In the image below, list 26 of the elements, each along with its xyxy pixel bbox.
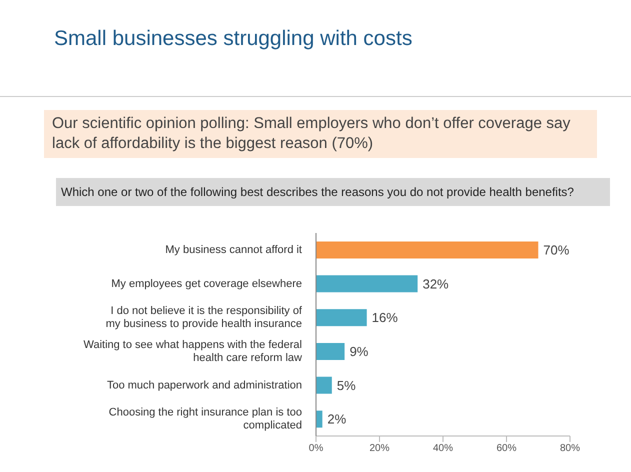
bar (316, 342, 345, 360)
x-tick-label: 20% (369, 443, 390, 454)
bar (316, 376, 332, 394)
bar (316, 241, 538, 258)
y-tick-label: Waiting to see what happens with the federal health care reform law (83, 338, 302, 364)
data-label: 5% (336, 378, 356, 393)
x-tick-label: 80% (560, 443, 580, 454)
data-label: 32% (422, 276, 450, 292)
x-tick-label: 40% (432, 443, 454, 454)
y-tick-label: I do not believe it is the responsibility of my business to provide health insurance (106, 304, 303, 330)
bar (316, 309, 367, 326)
x-tick-label: 0% (308, 443, 324, 454)
data-label: 16% (372, 310, 398, 326)
chart-subtitle: Our scientific opinion polling: Small employers who don’t offer coverage say lack of affordability is the biggest reason (70%) (44, 110, 597, 158)
bar (316, 410, 322, 428)
y-tick-label: Too much paperwork and administration (106, 379, 302, 392)
data-label: 2% (327, 412, 347, 427)
y-tick-label: Choosing the right insurance plan is too complicated (108, 406, 302, 432)
y-tick-label: My employees get coverage elsewhere (111, 278, 302, 290)
text: Which one or two of the following best describes the reasons you do not provide health benefits? (56, 178, 610, 206)
data-label: 9% (350, 344, 369, 360)
bar (316, 275, 418, 292)
y-tick-label: My business cannot afford it (165, 244, 302, 256)
chart-title: Small businesses struggling with costs (54, 26, 414, 51)
x-tick-label: 60% (496, 443, 517, 454)
data-label: 70% (543, 242, 570, 258)
